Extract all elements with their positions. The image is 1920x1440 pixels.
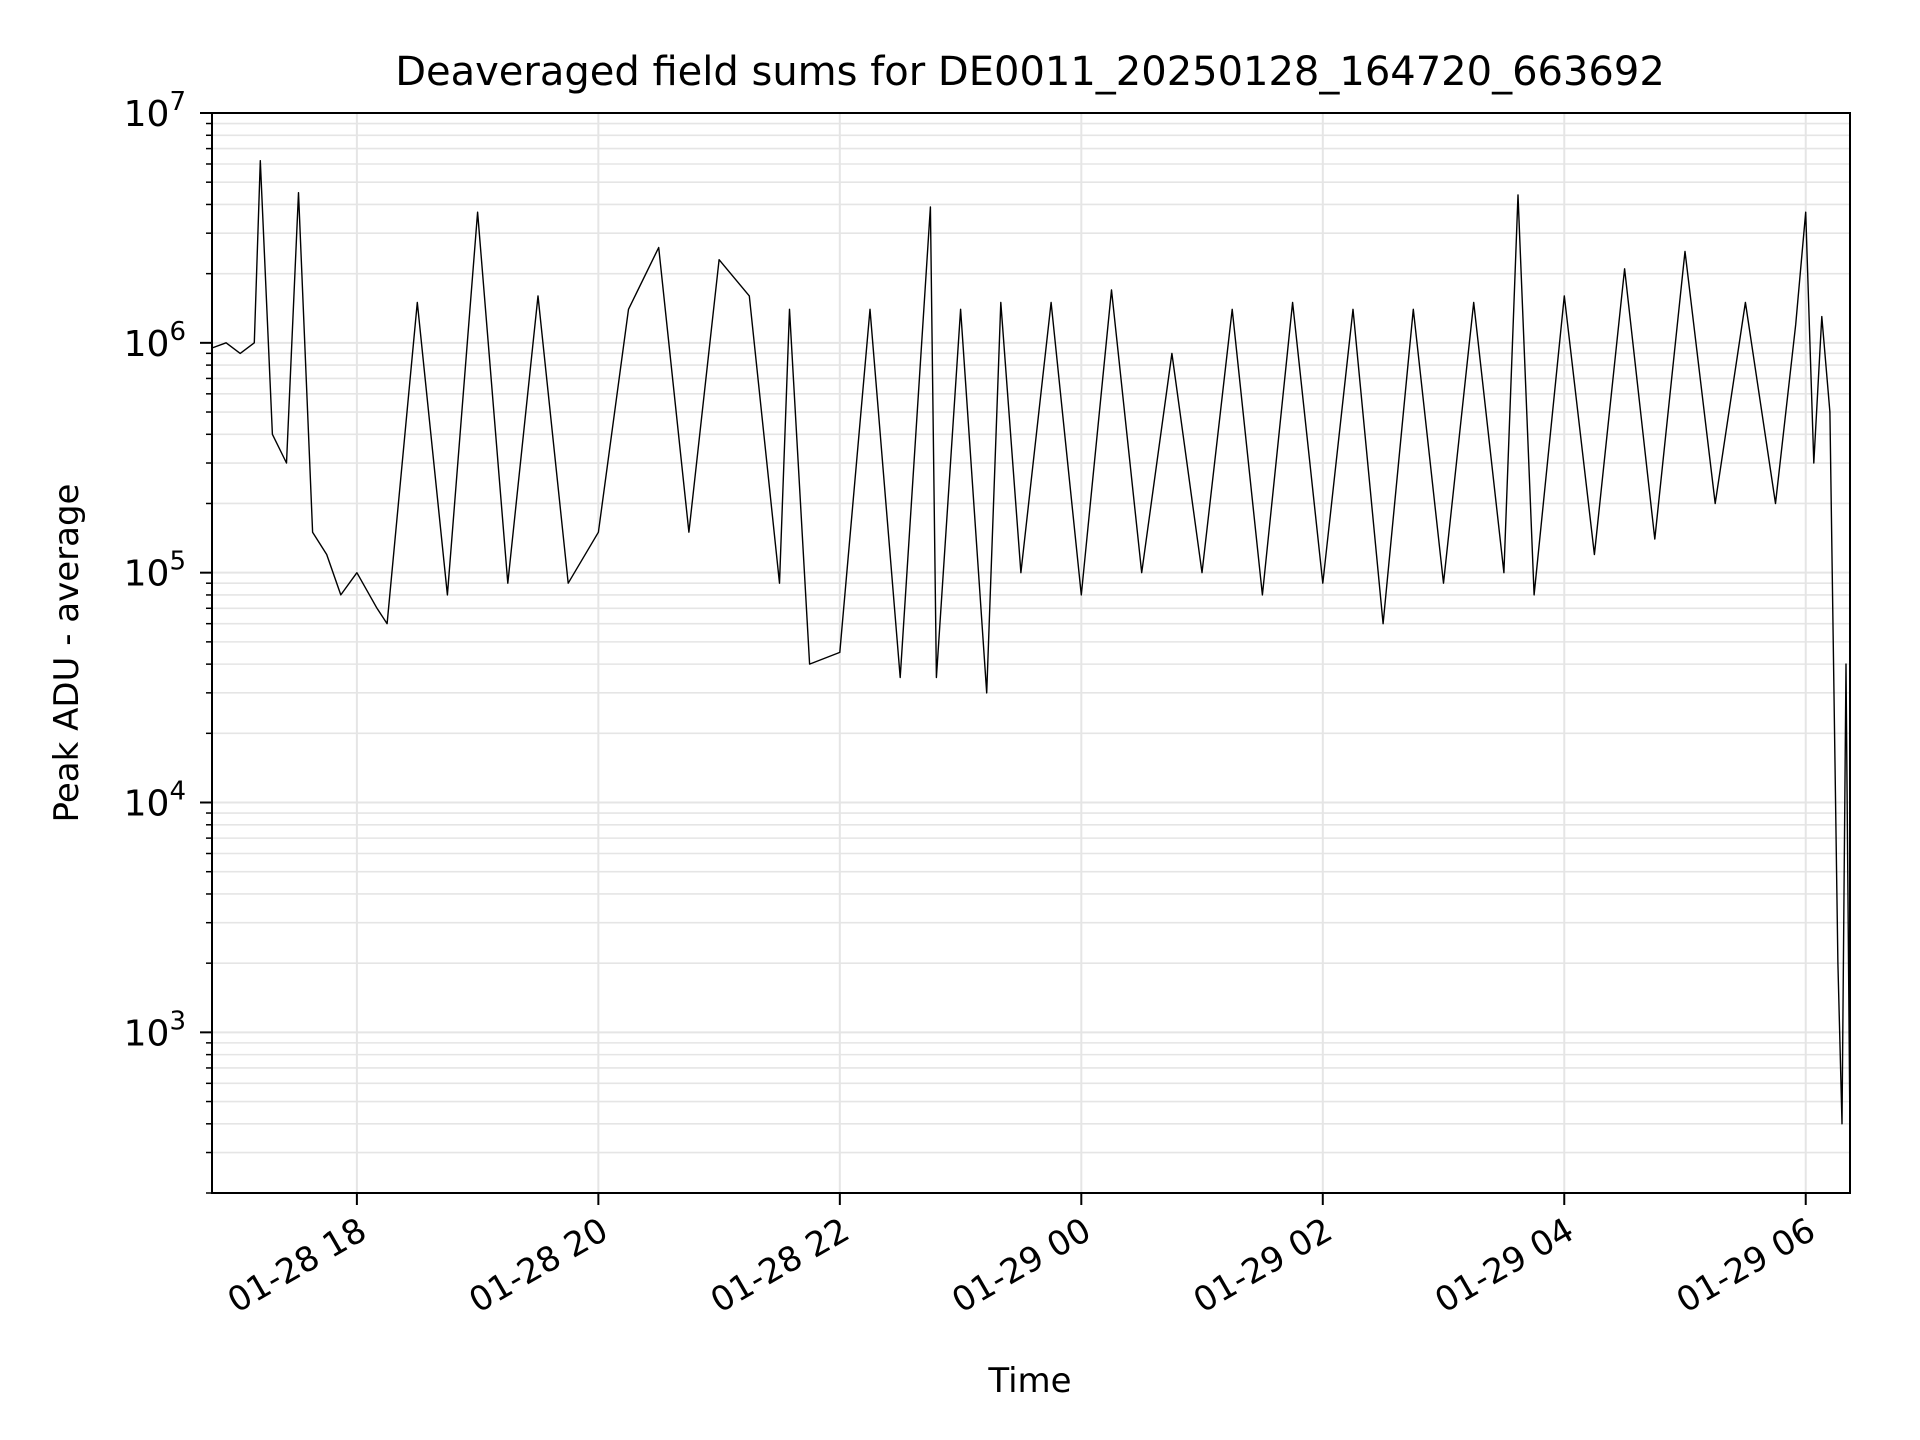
y-tick-label-base: 10 bbox=[124, 554, 170, 595]
y-tick-label-exponent: 4 bbox=[169, 777, 186, 807]
chart-title: Deaveraged field sums for DE0011_2025012… bbox=[395, 49, 1665, 95]
y-tick-label-base: 10 bbox=[124, 1013, 170, 1054]
y-tick-label-exponent: 3 bbox=[169, 1006, 186, 1036]
y-tick-label: 107 bbox=[124, 87, 186, 135]
y-tick-label-exponent: 5 bbox=[169, 547, 186, 577]
y-tick-label-exponent: 7 bbox=[169, 87, 186, 117]
plot-frame bbox=[211, 112, 1851, 1194]
y-tick-label: 103 bbox=[124, 1006, 186, 1054]
y-tick-label: 104 bbox=[124, 777, 186, 825]
y-tick-label-exponent: 6 bbox=[169, 317, 186, 347]
series-line bbox=[211, 159, 1851, 1138]
x-axis-label: Time bbox=[987, 1361, 1071, 1401]
y-axis-label: Peak ADU - average bbox=[47, 484, 87, 823]
y-tick-label: 106 bbox=[124, 317, 186, 365]
y-tick-label-base: 10 bbox=[124, 94, 170, 135]
y-tick-label-base: 10 bbox=[124, 784, 170, 825]
y-tick-label-base: 10 bbox=[124, 324, 170, 365]
series-layer bbox=[211, 159, 1851, 1138]
y-tick-label: 105 bbox=[124, 547, 186, 595]
